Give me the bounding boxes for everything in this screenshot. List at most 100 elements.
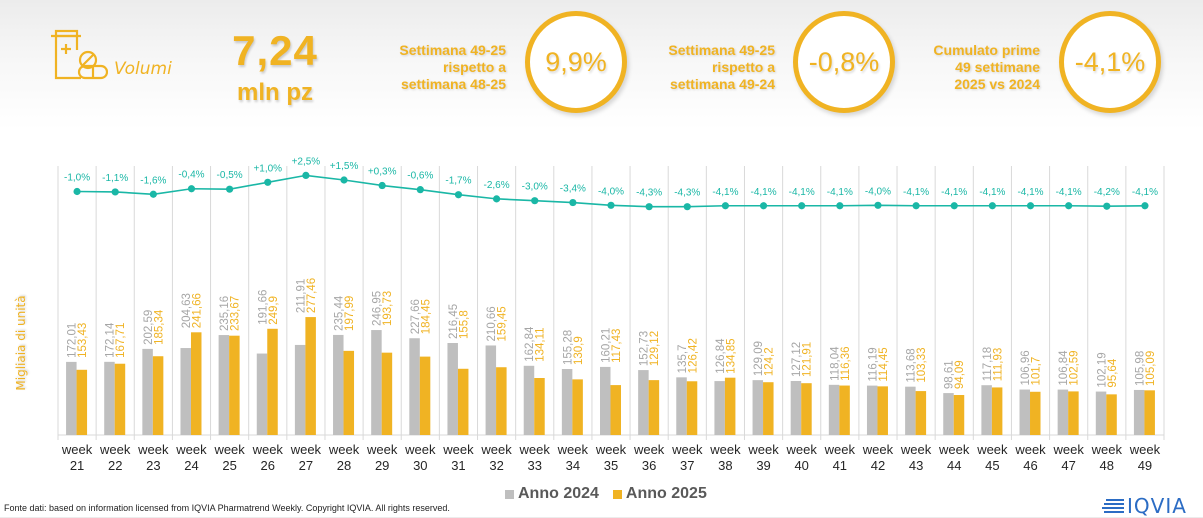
bar-2025	[267, 328, 278, 435]
legend-label-2024: Anno 2024	[518, 485, 599, 502]
variation-point	[187, 185, 196, 193]
bar-2024	[66, 361, 77, 435]
data-label-2025: 134,11	[535, 327, 547, 361]
data-label-2025: 102,59	[1069, 350, 1081, 385]
variation-label: -4,1%	[712, 187, 738, 198]
kpi-label-line: Settimana 49-25	[668, 42, 775, 58]
total-volume-unit: mln pz	[237, 79, 313, 106]
bar-2024	[218, 335, 230, 435]
variation-label: +1,5%	[330, 161, 359, 172]
bar-2024	[180, 348, 191, 435]
variation-label: -4,0%	[865, 186, 891, 197]
legend-swatch-2024	[505, 489, 514, 499]
x-tick-label: week	[1091, 442, 1123, 457]
total-volume-value: 7,24	[232, 27, 318, 74]
x-tick-label-number: 34	[566, 458, 580, 473]
variation-point	[264, 178, 272, 186]
data-label-2025: 153,43	[77, 323, 89, 358]
kpi-label-line: settimana 48-25	[400, 76, 506, 92]
bar-2025	[419, 356, 431, 435]
kpi-label-line: 49 settimane	[955, 59, 1040, 75]
x-tick-label: week	[99, 442, 131, 457]
data-label-2025: 95,64	[1107, 358, 1119, 387]
x-tick-label-number: 28	[337, 458, 351, 473]
variation-label: -1,1%	[102, 173, 128, 184]
kpi-label-line: rispetto a	[711, 59, 775, 75]
variation-label: +2,5%	[292, 156, 321, 167]
variation-point	[950, 202, 958, 210]
source-note: Fonte dati: based on information license…	[4, 503, 450, 513]
kpi-label-line: Settimana 49-25	[399, 42, 506, 58]
data-label-2025: 130,9	[573, 336, 585, 365]
x-tick-label: week	[519, 442, 551, 457]
variation-label: -4,1%	[941, 187, 967, 198]
x-tick-label: week	[137, 442, 169, 457]
logo-text: IQVIA	[1127, 494, 1187, 518]
bar-2025	[1106, 394, 1117, 435]
variation-point	[836, 202, 844, 210]
data-label-2025: 129,12	[649, 331, 661, 366]
bar-2025	[610, 385, 621, 435]
data-label-2024: 135,7	[677, 345, 689, 374]
chart-legend: Anno 2024 Anno 2025	[505, 485, 707, 503]
x-tick-label-number: 48	[1100, 458, 1114, 473]
bar-2024	[485, 345, 497, 435]
x-tick-label: week	[633, 442, 665, 457]
x-tick-label-number: 44	[947, 458, 961, 473]
data-label-2024: 216,45	[448, 304, 460, 339]
data-label-2024: 155,28	[562, 330, 574, 365]
variation-point	[149, 190, 157, 198]
data-label-2024: 98,61	[944, 360, 956, 389]
x-tick-label: week	[442, 442, 474, 457]
variation-point	[759, 202, 768, 210]
variation-label: -1,6%	[140, 175, 166, 186]
x-tick-label-number: 42	[871, 458, 885, 473]
x-tick-label: week	[557, 442, 589, 457]
bar-2025	[1030, 391, 1041, 435]
x-tick-label: week	[480, 442, 512, 457]
variation-point	[73, 187, 81, 196]
bar-2024	[638, 370, 649, 435]
legend-item-2025[interactable]: Anno 2025	[612, 485, 707, 503]
variation-label: -4,1%	[1056, 187, 1082, 198]
data-label-2024: 172,01	[67, 323, 79, 358]
bar-2024	[1019, 389, 1031, 435]
iqvia-logo: IQVIA	[1102, 494, 1187, 518]
bar-2025	[1068, 391, 1079, 435]
data-label-2024: 204,63	[181, 293, 193, 328]
variation-point	[492, 195, 501, 203]
variation-label: -4,1%	[789, 187, 815, 198]
data-label-2024: 117,18	[982, 347, 994, 381]
bar-2024	[371, 330, 382, 435]
x-tick-label: week	[366, 442, 398, 457]
bar-2025	[572, 379, 583, 435]
x-tick-label-number: 47	[1061, 458, 1075, 473]
bar-2024	[561, 369, 573, 435]
bar-2025	[915, 391, 927, 435]
x-tick-label-number: 35	[604, 458, 618, 473]
bar-2024	[104, 361, 115, 435]
x-tick-label: week	[404, 442, 436, 457]
data-label-2025: 101,7	[1031, 357, 1043, 386]
bar-2025	[991, 387, 1003, 435]
x-tick-label-number: 40	[794, 458, 808, 473]
variation-label: -4,1%	[903, 187, 929, 198]
legend-item-2024[interactable]: Anno 2024	[505, 485, 599, 503]
variation-label: -4,3%	[636, 188, 662, 199]
x-tick-label-number: 46	[1023, 458, 1037, 473]
bar-2024	[714, 381, 725, 435]
medicine-bottle-pills-icon	[51, 29, 108, 80]
variation-label: -3,4%	[560, 184, 586, 195]
variation-label: -2,6%	[484, 180, 510, 191]
bar-2024	[905, 386, 916, 435]
bar-2024	[943, 393, 954, 435]
variation-label: -4,3%	[674, 188, 700, 199]
data-label-2024: 129,09	[753, 341, 765, 376]
variation-point	[378, 181, 386, 190]
variation-label: -4,1%	[1132, 187, 1158, 198]
data-label-2024: 160,21	[601, 328, 613, 363]
variation-point	[1141, 202, 1149, 210]
x-tick-label-number: 21	[70, 458, 84, 473]
data-label-2024: 235,44	[334, 295, 346, 331]
variation-label: -4,1%	[979, 187, 1005, 198]
